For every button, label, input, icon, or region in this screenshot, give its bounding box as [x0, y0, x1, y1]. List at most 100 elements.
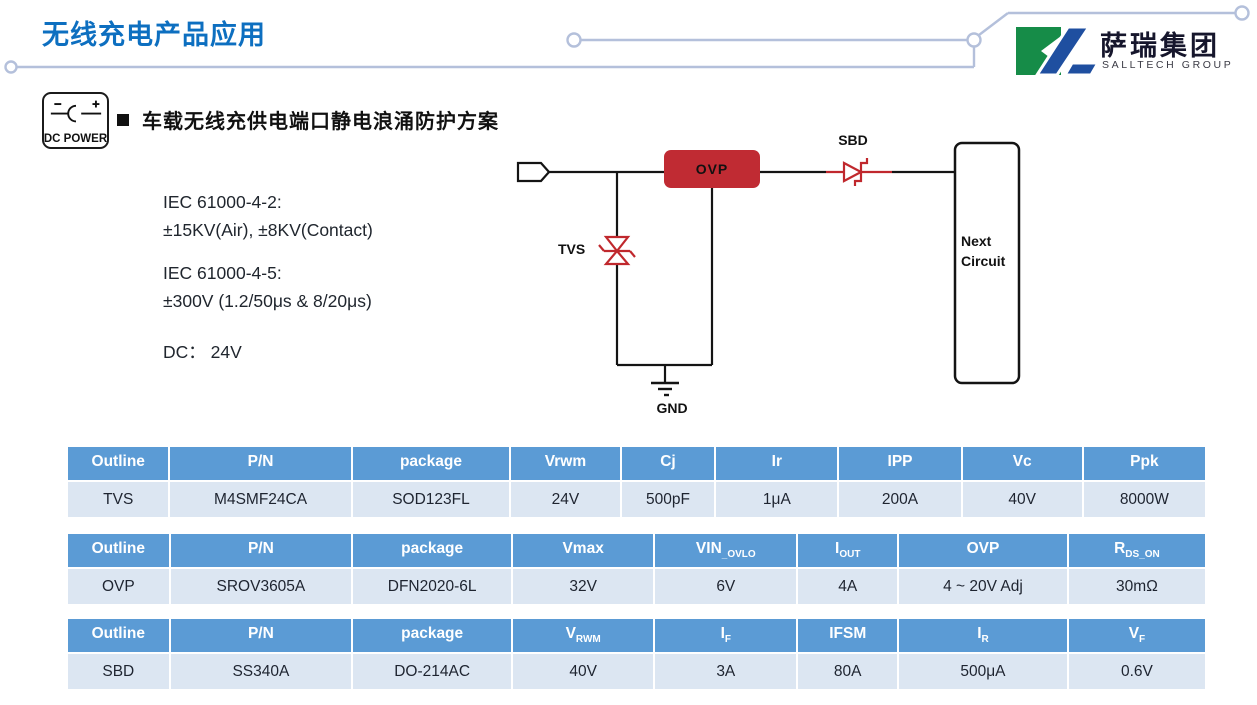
- table-cell: 1μA: [716, 482, 838, 517]
- section-heading: 车载无线充供电端口静电浪涌防护方案: [117, 105, 499, 134]
- data-row: OVP SROV3605A DFN2020-6L 32V 6V 4A 4 ~ 2…: [68, 569, 1205, 604]
- column-header: Ppk: [1083, 447, 1205, 480]
- table-cell: SS340A: [170, 654, 352, 689]
- column-header: IFSM: [798, 619, 898, 652]
- table-cell: SROV3605A: [170, 569, 352, 604]
- column-header: IR: [899, 619, 1067, 652]
- ovp-chip: [664, 150, 760, 188]
- input-terminal-icon: [516, 161, 551, 183]
- column-header: P/N: [170, 619, 352, 652]
- column-header: package: [353, 619, 512, 652]
- column-header: package: [352, 447, 510, 480]
- table-cell: DFN2020-6L: [353, 569, 512, 604]
- iec-4-2-title: IEC 61000-4-2:: [163, 192, 282, 212]
- tvs-diode-icon: [598, 235, 636, 266]
- table-cell: 4 ~ 20V Adj: [899, 569, 1067, 604]
- iec-4-5-value: ±300V (1.2/50μs & 8/20μs): [163, 291, 372, 311]
- column-header: Ir: [716, 447, 838, 480]
- spec-text-block: IEC 61000-4-2: ±15KV(Air), ±8KV(Contact)…: [163, 188, 373, 366]
- header-row: Outline P/N package Vmax VIN_OVLO IOUT O…: [68, 534, 1205, 567]
- deco-node: [4, 60, 18, 74]
- column-header: VIN_OVLO: [655, 534, 797, 567]
- dc-power-label: DC POWER: [43, 133, 108, 145]
- dc-power-badge: DC POWER: [42, 92, 109, 149]
- deco-node: [566, 32, 582, 48]
- logo-blue-bar: [1062, 61, 1100, 77]
- table-cell: SBD: [68, 654, 169, 689]
- ovp-chip-label: OVP: [695, 161, 729, 177]
- table-cell: 32V: [513, 569, 654, 604]
- table-cell: 3A: [655, 654, 797, 689]
- dc-voltage-spec: DC： 24V: [163, 338, 373, 366]
- table-cell: M4SMF24CA: [170, 482, 351, 517]
- column-header: Vc: [962, 447, 1082, 480]
- next-circuit-label: Next Circuit: [961, 231, 1017, 271]
- logo-company-name: 萨瑞集团: [1100, 31, 1220, 61]
- dc-voltage-value: DC： 24V: [163, 342, 242, 362]
- sbd-label: SBD: [838, 132, 868, 148]
- column-header: Outline: [68, 534, 169, 567]
- table-cell: 500μA: [899, 654, 1067, 689]
- protection-circuit-diagram: OVP TVS SBD GND Next Circuit: [500, 130, 1045, 430]
- circuit-schematic: [516, 141, 1021, 397]
- table-cell: 6V: [655, 569, 797, 604]
- table-cell: 0.6V: [1068, 654, 1205, 689]
- gnd-label: GND: [656, 400, 688, 416]
- table-cell: 40V: [513, 654, 654, 689]
- table-cell: 200A: [839, 482, 961, 517]
- column-header: IF: [655, 619, 797, 652]
- table-cell: 24V: [511, 482, 620, 517]
- column-header: Outline: [68, 619, 169, 652]
- table-cell: DO-214AC: [353, 654, 512, 689]
- data-row: TVS M4SMF24CA SOD123FL 24V 500pF 1μA 200…: [68, 482, 1205, 517]
- logo-blue-slash: [1034, 25, 1092, 77]
- sbd-diode-icon: [826, 158, 892, 186]
- table-cell: 40V: [962, 482, 1082, 517]
- column-header: Outline: [68, 447, 169, 480]
- iec-4-5-title: IEC 61000-4-5:: [163, 263, 282, 283]
- column-header: VF: [1068, 619, 1205, 652]
- next-circuit-line2: Circuit: [961, 253, 1006, 269]
- column-header: package: [353, 534, 512, 567]
- table-cell: 4A: [798, 569, 898, 604]
- table-cell: SOD123FL: [352, 482, 510, 517]
- header-row: Outline P/N package Vrwm Cj Ir IPP Vc Pp…: [68, 447, 1205, 480]
- tvs-spec-table: Outline P/N package Vrwm Cj Ir IPP Vc Pp…: [66, 445, 1207, 519]
- column-header: IPP: [839, 447, 961, 480]
- column-header: IOUT: [798, 534, 898, 567]
- column-header: P/N: [170, 447, 351, 480]
- column-header: Cj: [621, 447, 715, 480]
- column-header: P/N: [170, 534, 352, 567]
- bullet-square-icon: [117, 113, 129, 126]
- column-header: OVP: [899, 534, 1067, 567]
- column-header: VRWM: [513, 619, 654, 652]
- deco-line: [978, 12, 1009, 36]
- data-row: SBD SS340A DO-214AC 40V 3A 80A 500μA 0.6…: [68, 654, 1205, 689]
- table-cell: 80A: [798, 654, 898, 689]
- table-cell: 30mΩ: [1068, 569, 1205, 604]
- next-circuit-line1: Next: [961, 233, 992, 249]
- deco-node: [966, 32, 982, 48]
- section-heading-text: 车载无线充供电端口静电浪涌防护方案: [142, 111, 499, 133]
- iec-4-2-spec: IEC 61000-4-2: ±15KV(Air), ±8KV(Contact): [163, 188, 373, 244]
- tvs-label: TVS: [558, 241, 586, 257]
- header-row: Outline P/N package VRWM IF IFSM IR VF: [68, 619, 1205, 652]
- deco-node: [1234, 5, 1250, 21]
- table-cell: OVP: [68, 569, 169, 604]
- table-cell: 8000W: [1083, 482, 1205, 517]
- table-cell: 500pF: [621, 482, 715, 517]
- dc-plug-icon: [50, 100, 101, 123]
- logo-company-name-en: SALLTECH GROUP: [1102, 59, 1234, 71]
- column-header: Vrwm: [511, 447, 620, 480]
- salltech-logo-icon: [1016, 25, 1100, 77]
- table-cell: TVS: [68, 482, 169, 517]
- page-title: 无线充电产品应用: [42, 20, 266, 50]
- column-header: RDS_ON: [1068, 534, 1205, 567]
- iec-4-2-value: ±15KV(Air), ±8KV(Contact): [163, 220, 373, 240]
- ground-icon: [651, 381, 679, 397]
- sbd-spec-table: Outline P/N package VRWM IF IFSM IR VF S…: [66, 617, 1207, 691]
- ovp-spec-table: Outline P/N package Vmax VIN_OVLO IOUT O…: [66, 532, 1207, 606]
- column-header: Vmax: [513, 534, 654, 567]
- iec-4-5-spec: IEC 61000-4-5: ±300V (1.2/50μs & 8/20μs): [163, 259, 373, 315]
